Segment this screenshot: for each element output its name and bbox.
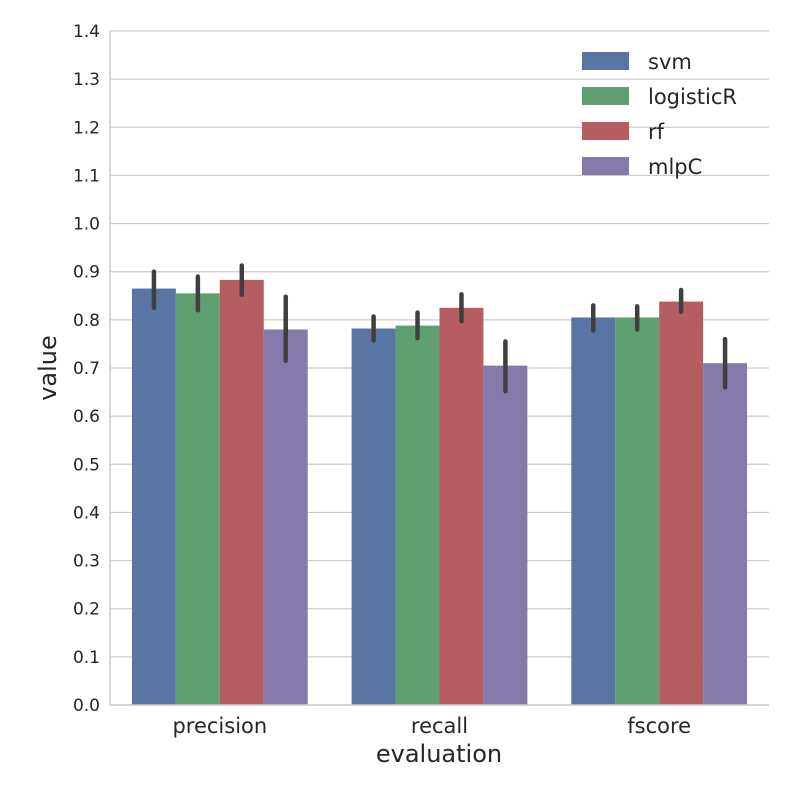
bar-rf-recall (439, 307, 484, 705)
legend-label: svm (648, 50, 692, 74)
y-tick-label: 0.5 (73, 455, 100, 475)
y-tick-label: 1.0 (73, 215, 100, 235)
legend-swatch (582, 87, 629, 105)
y-tick-label: 1.1 (73, 166, 100, 186)
y-tick-label: 0.6 (73, 407, 100, 427)
bar-svm-recall (351, 328, 396, 705)
bar-logisticR-precision (175, 293, 220, 705)
axes (109, 31, 769, 706)
y-tick-label: 0.7 (73, 359, 100, 379)
y-tick-label: 0.1 (73, 648, 100, 668)
legend-swatch (582, 122, 629, 140)
y-tick-label: 1.4 (73, 22, 100, 42)
error-bars (151, 263, 728, 394)
y-tick-label: 0.0 (73, 696, 100, 716)
legend: svm logisticR rf mlpC (582, 50, 737, 179)
bar-svm-fscore (571, 317, 616, 705)
legend-label: rf (648, 120, 665, 144)
legend-item-rf: rf (582, 120, 665, 144)
x-tick-labels: precision recall fscore (172, 714, 691, 738)
legend-item-logisticR: logisticR (582, 85, 737, 109)
y-tick-labels: 0.0 0.1 0.2 0.3 0.4 0.5 0.6 0.7 0.8 0.9 1.0 1.1 1.2 1… (73, 22, 100, 716)
legend-swatch (582, 52, 629, 70)
y-tick-label: 0.3 (73, 552, 100, 572)
bar-mlpC-precision (263, 329, 308, 705)
y-tick-label: 0.8 (73, 311, 100, 331)
bar-rf-fscore (659, 301, 704, 705)
bars (131, 279, 748, 705)
legend-swatch (582, 157, 629, 175)
legend-label: mlpC (648, 155, 702, 179)
bar-mlpC-recall (483, 365, 528, 705)
y-tick-label: 0.4 (73, 503, 100, 523)
bar-rf-precision (219, 279, 264, 705)
x-tick-label-recall: recall (411, 714, 468, 738)
x-tick-label-precision: precision (172, 714, 267, 738)
legend-label: logisticR (648, 85, 737, 109)
y-axis-title: value (34, 335, 62, 401)
bar-logisticR-fscore (615, 317, 660, 705)
legend-item-mlpC: mlpC (582, 155, 702, 179)
bar-svm-precision (131, 288, 176, 705)
y-tick-label: 0.9 (73, 263, 100, 283)
y-tick-label: 1.3 (73, 70, 100, 90)
x-axis-title: evaluation (376, 740, 502, 768)
bar-mlpC-fscore (703, 363, 748, 705)
bar-logisticR-recall (395, 325, 440, 705)
legend-item-svm: svm (582, 50, 692, 74)
y-tick-label: 1.2 (73, 118, 100, 138)
x-tick-label-fscore: fscore (627, 714, 691, 738)
y-tick-label: 0.2 (73, 600, 100, 620)
